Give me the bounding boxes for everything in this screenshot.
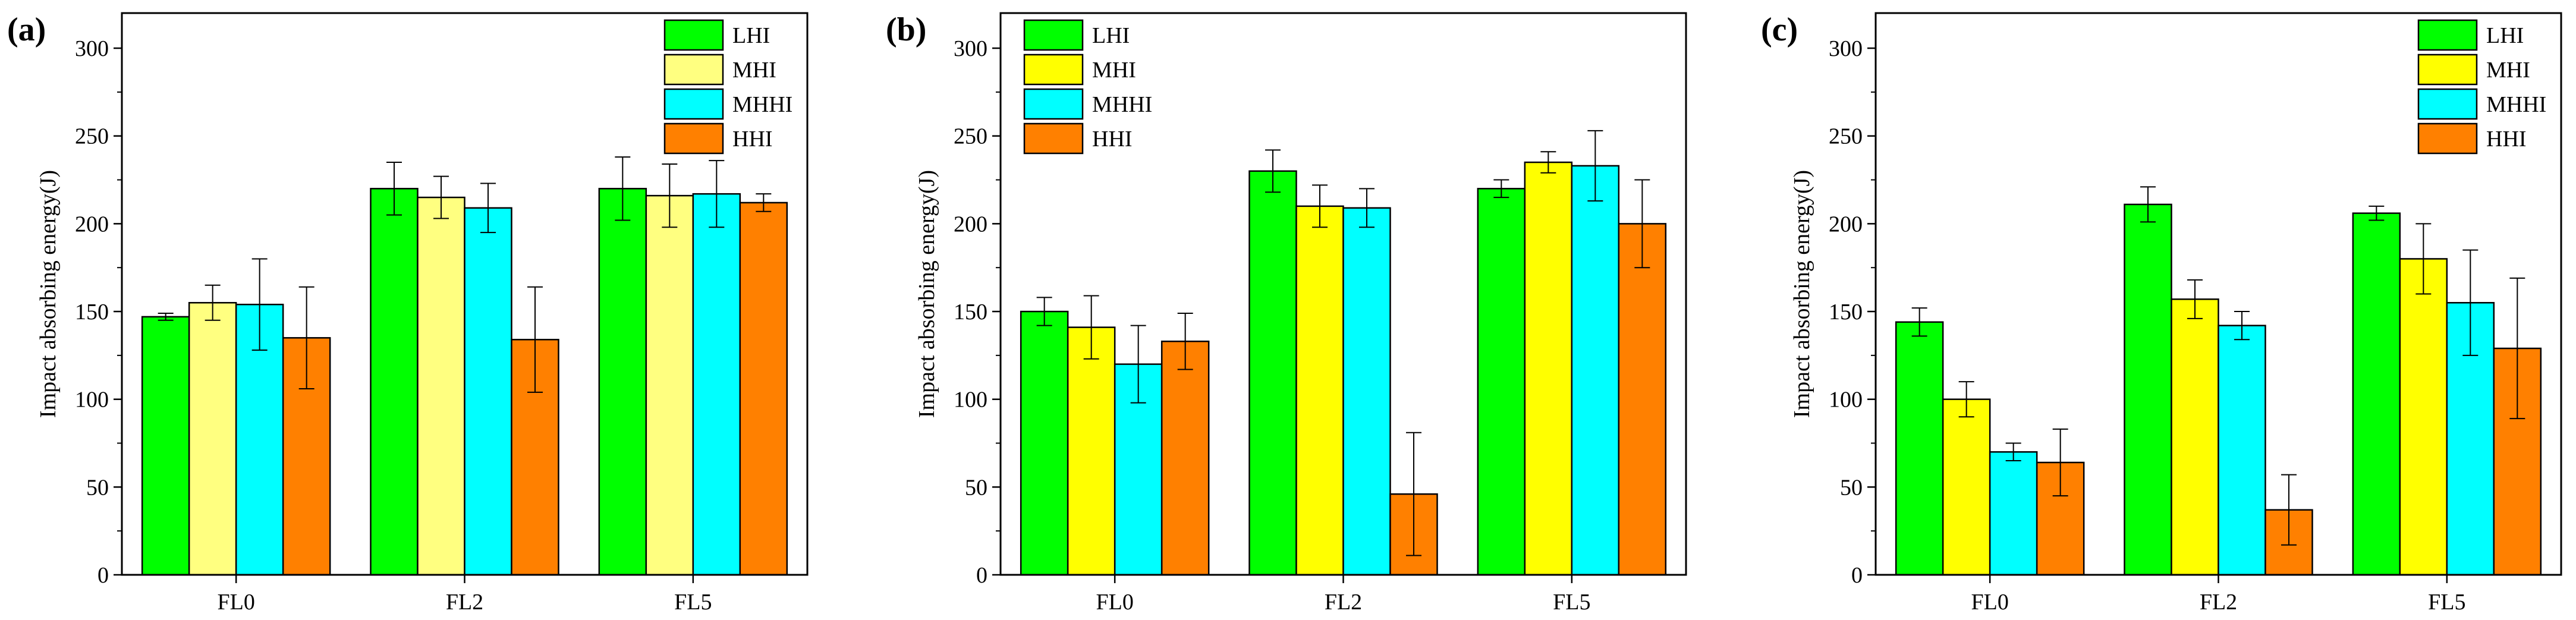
legend-label-mhhi: MHHI <box>732 92 792 117</box>
plot-frame <box>1874 12 2562 576</box>
y-tick-label: 0 <box>97 563 109 588</box>
y-tick-label: 0 <box>1851 563 1863 588</box>
y-tick-label: 100 <box>75 388 109 413</box>
bar-mhhi-fl2 <box>2218 325 2266 576</box>
bar-lhi-fl0 <box>1020 310 1069 576</box>
y-tick-label: 200 <box>1829 212 1863 237</box>
legend-swatch-lhi <box>1023 19 1084 51</box>
y-tick-label: 150 <box>75 300 109 325</box>
bar-mhhi-fl5 <box>1571 165 1620 576</box>
y-tick-label: 100 <box>954 388 987 413</box>
bar-hhi-fl5 <box>1618 223 1667 576</box>
y-axis-label: Impact absorbing energy(J) <box>914 170 939 418</box>
legend-swatch-hhi <box>1023 122 1084 155</box>
legend-label-hhi: HHI <box>2486 127 2527 152</box>
legend-label-mhhi: MHHI <box>2486 92 2546 117</box>
y-tick-label: 100 <box>1829 388 1863 413</box>
legend-swatch-mhhi <box>663 88 724 120</box>
bar-lhi-fl5 <box>2352 212 2401 576</box>
legend-label-hhi: HHI <box>1092 127 1133 152</box>
bar-lhi-fl5 <box>598 188 647 576</box>
bar-mhi-fl0 <box>188 302 237 576</box>
plot-frame <box>999 12 1687 576</box>
legend-label-lhi: LHI <box>1092 23 1130 48</box>
legend-swatch-mhhi <box>1023 88 1084 120</box>
panel-label: (c) <box>1761 11 1798 48</box>
x-tick-label: FL5 <box>2428 590 2465 615</box>
x-tick-label: FL5 <box>674 590 712 615</box>
legend-label-mhhi: MHHI <box>1092 92 1152 117</box>
y-tick-label: 150 <box>1829 300 1863 325</box>
legend-label-mhi: MHI <box>2486 58 2530 83</box>
bar-mhhi-fl5 <box>692 193 741 576</box>
y-tick-label: 250 <box>954 124 987 149</box>
bar-lhi-fl5 <box>1477 188 1526 576</box>
bar-lhi-fl0 <box>141 316 190 576</box>
chart-panel-3: (c) 0 50 100 150 200 250 300 Impact absorbing en… <box>1761 11 2562 615</box>
legend-swatch-lhi <box>2417 19 2478 51</box>
bar-lhi-fl2 <box>2124 203 2172 576</box>
bar-mhhi-fl2 <box>464 207 512 576</box>
legend-swatch-mhhi <box>2417 88 2478 120</box>
plot-frame <box>121 12 809 576</box>
y-axis-label: Impact absorbing energy(J) <box>36 170 61 418</box>
chart-panel-1: (a) 0 50 100 150 200 250 300 Impact absorbing en… <box>7 11 809 615</box>
legend-label-hhi: HHI <box>732 127 773 152</box>
legend-swatch-lhi <box>663 19 724 51</box>
bar-mhhi-fl0 <box>1989 451 2038 576</box>
x-tick-label: FL2 <box>446 590 483 615</box>
x-tick-label: FL2 <box>1325 590 1362 615</box>
panel-label: (b) <box>886 11 926 48</box>
y-tick-label: 250 <box>75 124 109 149</box>
y-axis-label: Impact absorbing energy(J) <box>1789 170 1814 418</box>
bar-lhi-fl0 <box>1895 321 1944 576</box>
chart-panel-2: (b) 0 50 100 150 200 250 300 Impact absorbing en… <box>886 11 1687 615</box>
bar-mhi-fl2 <box>1295 205 1344 576</box>
y-tick-label: 0 <box>976 563 987 588</box>
legend-label-lhi: LHI <box>2486 23 2524 48</box>
bar-mhi-fl2 <box>417 196 465 576</box>
bar-mhi-fl5 <box>1524 161 1573 576</box>
bar-hhi-fl5 <box>739 202 788 576</box>
legend-swatch-mhi <box>1023 53 1084 86</box>
x-tick-label: FL0 <box>1096 590 1133 615</box>
y-tick-label: 50 <box>86 475 109 500</box>
x-tick-label: FL0 <box>217 590 254 615</box>
y-tick-label: 300 <box>1829 36 1863 61</box>
x-tick-label: FL0 <box>1971 590 2008 615</box>
y-tick-label: 200 <box>954 212 987 237</box>
legend-label-mhi: MHI <box>1092 58 1136 83</box>
panel-label: (a) <box>7 11 46 48</box>
y-tick-label: 150 <box>954 300 987 325</box>
y-tick-label: 300 <box>954 36 987 61</box>
legend-swatch-mhi <box>663 53 724 86</box>
bar-mhi-fl5 <box>2399 258 2448 576</box>
bar-lhi-fl2 <box>1248 170 1297 576</box>
x-tick-label: FL2 <box>2200 590 2237 615</box>
bar-hhi-fl0 <box>1160 340 1210 576</box>
bar-mhi-fl2 <box>2171 298 2219 576</box>
legend-label-mhi: MHI <box>732 58 776 83</box>
bar-mhhi-fl2 <box>1342 207 1391 576</box>
bar-mhi-fl0 <box>1942 398 1991 576</box>
bar-lhi-fl2 <box>370 188 419 576</box>
y-tick-label: 300 <box>75 36 109 61</box>
legend-label-lhi: LHI <box>732 23 770 48</box>
legend-swatch-hhi <box>2417 122 2478 155</box>
legend-swatch-hhi <box>663 122 724 155</box>
y-tick-label: 200 <box>75 212 109 237</box>
legend-swatch-mhi <box>2417 53 2478 86</box>
bar-mhi-fl0 <box>1067 326 1116 576</box>
y-tick-label: 50 <box>965 475 987 500</box>
bar-mhi-fl5 <box>645 194 694 576</box>
y-tick-label: 250 <box>1829 124 1863 149</box>
y-tick-label: 50 <box>1840 475 1863 500</box>
x-tick-label: FL5 <box>1553 590 1590 615</box>
